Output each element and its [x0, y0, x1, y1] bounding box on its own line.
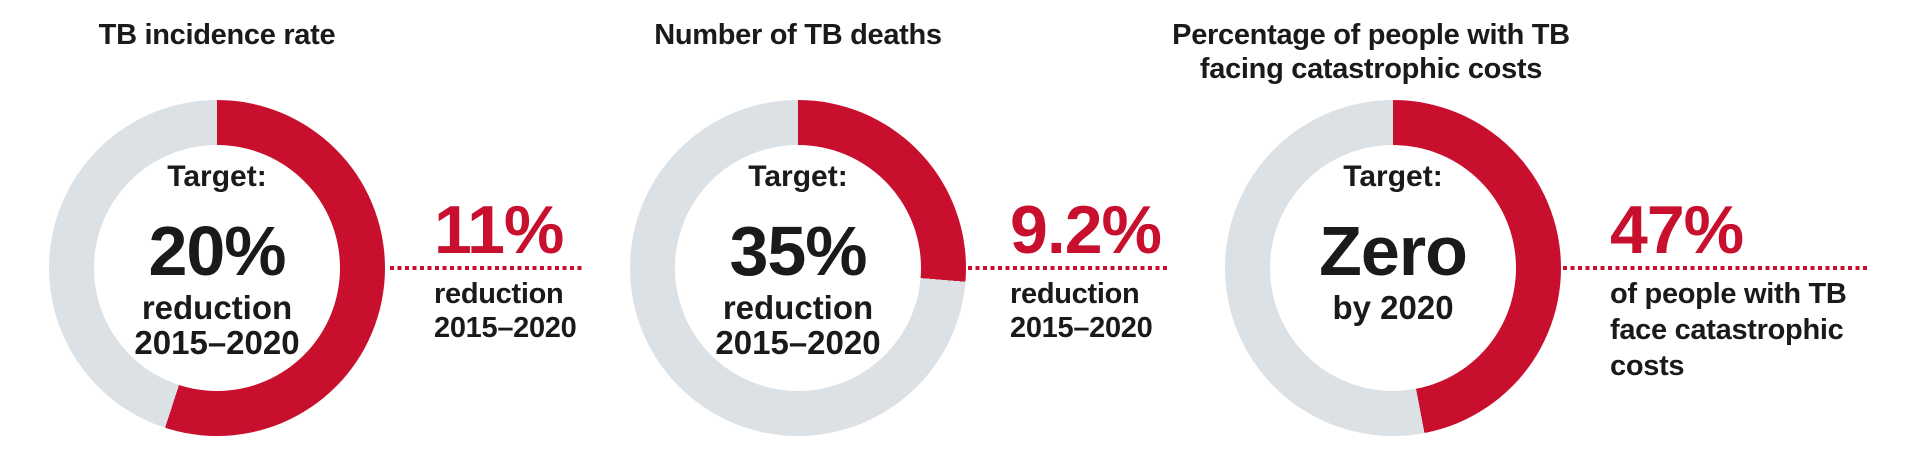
result-detail-3: costs — [1610, 350, 1685, 382]
target-value: 35% — [729, 212, 867, 290]
target-label: Target: — [1343, 160, 1443, 193]
donut-hole: Target: 35% reduction 2015–2020 — [675, 145, 921, 391]
result-value: 47% — [1610, 192, 1744, 268]
target-detail-2: 2015–2020 — [134, 324, 300, 361]
result-detail-1: reduction — [434, 278, 564, 310]
donut-chart-catastrophic-costs: Target: Zero by 2020 — [1225, 100, 1561, 436]
result-detail-2: face catastrophic — [1610, 314, 1844, 346]
donut-hole: Target: Zero by 2020 — [1270, 145, 1516, 391]
target-label: Target: — [167, 160, 267, 193]
target-detail-1: reduction — [141, 289, 293, 326]
donut-chart-tb-deaths: Target: 35% reduction 2015–2020 — [630, 100, 966, 436]
result-value: 11% — [434, 192, 564, 268]
chart-title-line1: TB incidence rate — [98, 19, 336, 51]
chart-title-line1: Number of TB deaths — [654, 19, 942, 51]
result-detail-1: reduction — [1010, 278, 1140, 310]
donut-chart-tb-incidence: Target: 20% reduction 2015–2020 — [49, 100, 385, 436]
dotted-connector-line — [968, 266, 1167, 270]
result-detail-1: of people with TB — [1610, 278, 1847, 310]
chart-title-tb-deaths: Number of TB deaths — [588, 18, 1008, 52]
result-value: 9.2% — [1010, 192, 1162, 268]
chart-title-catastrophic-costs: Percentage of people with TB facing cata… — [1161, 18, 1581, 86]
dotted-connector-line — [390, 266, 582, 270]
chart-title-tb-incidence: TB incidence rate — [7, 18, 427, 52]
chart-title-line1: Percentage of people with TB — [1172, 19, 1570, 51]
chart-title-line2: facing catastrophic costs — [1199, 53, 1543, 85]
result-detail-2: 2015–2020 — [434, 312, 577, 344]
target-label: Target: — [748, 160, 848, 193]
target-value: Zero — [1319, 212, 1468, 290]
target-detail-1: by 2020 — [1332, 289, 1454, 326]
target-detail-1: reduction — [722, 289, 874, 326]
target-value: 20% — [148, 212, 286, 290]
donut-hole: Target: 20% reduction 2015–2020 — [94, 145, 340, 391]
result-detail-2: 2015–2020 — [1010, 312, 1153, 344]
dotted-connector-line — [1563, 266, 1870, 270]
target-detail-2: 2015–2020 — [715, 324, 881, 361]
